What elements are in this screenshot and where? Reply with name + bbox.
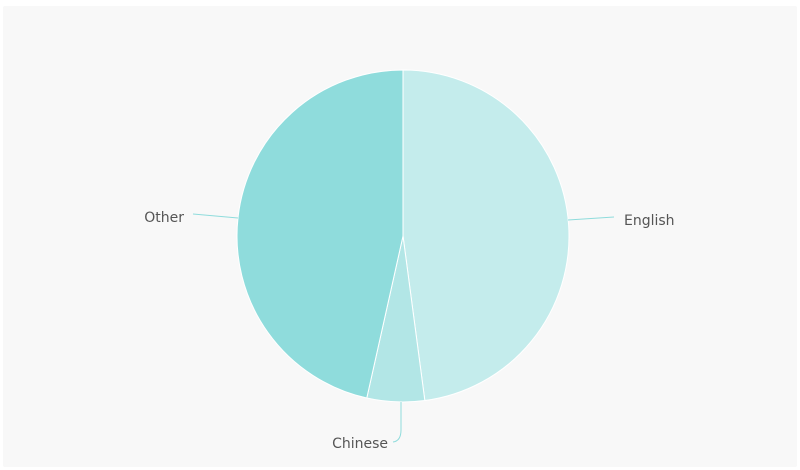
slice-label-chinese: Chinese <box>332 436 388 452</box>
slice-label-english: English <box>624 213 675 229</box>
leader-line-other <box>192 213 239 219</box>
leader-line-english <box>567 216 615 221</box>
slice-label-other: Other <box>144 210 184 226</box>
leader-line-chinese <box>392 402 402 443</box>
leader-lines <box>192 213 615 443</box>
pie-slice-other[interactable] <box>236 69 404 399</box>
pie-slice-english[interactable] <box>402 69 570 402</box>
slice-labels: English Chinese Other <box>144 210 674 452</box>
pie-slices <box>236 69 570 403</box>
